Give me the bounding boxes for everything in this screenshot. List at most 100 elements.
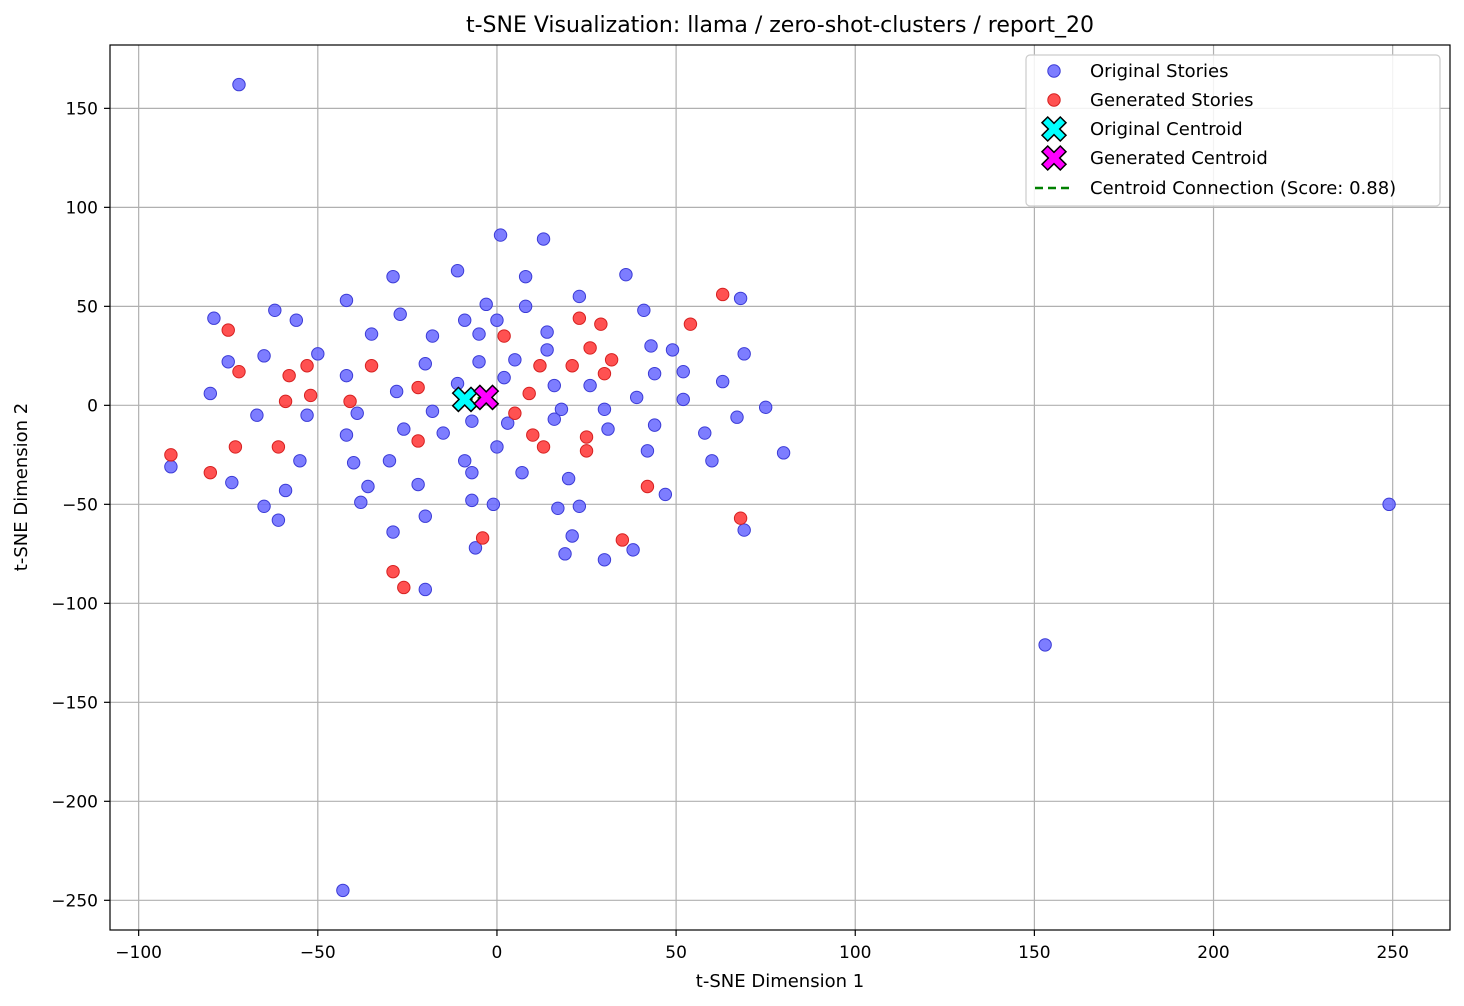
generated-story-point	[411, 434, 425, 448]
original-story-point	[458, 313, 472, 327]
original-story-point	[540, 343, 554, 357]
generated-story-point	[579, 444, 594, 458]
original-story-point	[207, 311, 221, 325]
generated-story-point	[508, 406, 522, 420]
legend-label-generated-stories: Generated Stories	[1090, 90, 1254, 111]
x-tick-label: 50	[665, 943, 687, 963]
generated-story-point	[164, 448, 178, 462]
generated-story-point	[228, 440, 243, 454]
original-story-point	[221, 355, 235, 369]
x-tick-label: 200	[1197, 943, 1229, 963]
original-story-point	[572, 289, 587, 304]
generated-story-point	[536, 440, 551, 454]
original-story-point	[776, 446, 791, 460]
generated-story-point	[522, 386, 536, 401]
original-story-point	[350, 406, 364, 420]
original-story-point	[619, 267, 633, 282]
x-tick-label: 100	[839, 943, 871, 963]
original-story-point	[472, 327, 486, 341]
generated-centroid-marker	[473, 384, 500, 411]
y-tick-label: −50	[62, 495, 98, 515]
generated-story-point	[271, 440, 286, 454]
legend-label-generated-centroid: Generated Centroid	[1090, 148, 1268, 169]
x-axis-label: t-SNE Dimension 1	[696, 971, 864, 992]
original-story-point	[644, 339, 658, 353]
original-story-point	[472, 355, 486, 369]
original-story-point	[715, 374, 730, 389]
axis-ticks: −100 −50 0 50 100 150 200 250 −250 −200 −150 −100 −5…	[51, 99, 1409, 963]
original-story-point	[737, 523, 751, 537]
original-story-point	[658, 487, 673, 502]
original-story-point	[493, 228, 508, 242]
original-story-point	[561, 471, 576, 486]
original-story-point	[465, 493, 479, 508]
generated-story-point	[604, 353, 619, 367]
legend-label-centroid-connection: Centroid Connection (Score: 0.88)	[1090, 178, 1396, 199]
generated-story-point	[232, 364, 246, 379]
generated-story-point	[533, 359, 547, 373]
original-story-point	[436, 426, 450, 440]
legend-label-original-centroid: Original Centroid	[1090, 119, 1243, 140]
original-story-point	[547, 378, 561, 393]
original-story-point	[565, 529, 579, 543]
y-tick-label: −250	[51, 891, 98, 911]
axes-frame	[109, 44, 1451, 931]
original-story-point	[225, 475, 239, 490]
legend-box	[1025, 54, 1441, 207]
generated-story-point	[733, 511, 748, 525]
generated-story-point	[597, 366, 612, 381]
original-story-point	[490, 313, 504, 327]
y-tick-label: 0	[87, 396, 98, 416]
original-story-point	[486, 497, 501, 512]
original-story-point	[418, 582, 432, 597]
original-story-point	[647, 366, 662, 381]
generated-story-point	[583, 341, 597, 355]
generated-story-point	[526, 428, 540, 442]
generated-story-point	[203, 465, 218, 480]
original-story-point	[554, 402, 569, 416]
original-story-point	[418, 509, 432, 523]
original-story-point	[508, 353, 522, 367]
original-story-point	[640, 444, 655, 458]
original-story-point	[597, 402, 612, 416]
original-story-point	[257, 349, 271, 363]
original-story-point	[479, 297, 493, 312]
x-tick-label: 150	[1018, 943, 1050, 963]
original-story-point	[518, 299, 533, 314]
y-tick-label: −150	[51, 693, 98, 713]
original-story-point	[364, 327, 379, 341]
original-story-point	[232, 77, 246, 92]
original-story-point	[382, 454, 397, 468]
x-tick-label: 0	[492, 943, 503, 963]
original-story-point	[386, 269, 400, 284]
original-story-point	[676, 392, 690, 407]
original-story-point	[458, 454, 472, 468]
original-story-point	[536, 232, 551, 246]
x-tick-label: −100	[115, 943, 162, 963]
generated-story-point	[615, 533, 630, 547]
original-story-point	[1382, 497, 1396, 512]
original-story-point	[629, 390, 644, 405]
y-tick-label: −100	[51, 594, 98, 614]
y-axis-label: t-SNE Dimension 2	[11, 403, 32, 571]
generated-story-point	[497, 329, 511, 343]
generated-story-point	[282, 368, 296, 383]
original-story-point	[336, 883, 350, 898]
y-tick-label: 50	[76, 297, 98, 317]
original-story-point	[637, 303, 651, 318]
original-story-point	[393, 307, 407, 321]
original-story-point	[583, 378, 597, 393]
original-story-point	[425, 404, 440, 418]
original-story-point	[250, 408, 264, 422]
original-story-point	[339, 428, 354, 442]
original-story-point	[730, 410, 744, 424]
original-story-point	[698, 426, 712, 440]
generated-story-point	[411, 380, 425, 395]
original-story-point	[558, 547, 572, 561]
legend-generated-centroid-marker	[1040, 144, 1068, 172]
original-story-point	[257, 499, 271, 514]
x-tick-label: −50	[300, 943, 336, 963]
original-story-point	[346, 456, 361, 470]
original-story-point	[354, 495, 368, 510]
